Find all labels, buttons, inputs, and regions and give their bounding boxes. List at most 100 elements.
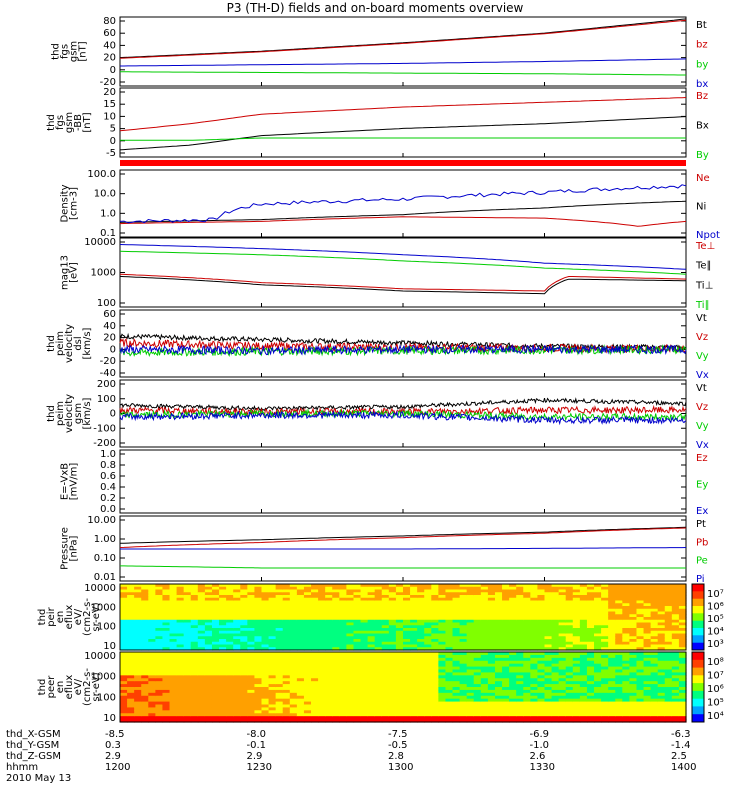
spectrogram-cell [558, 698, 567, 703]
spectrogram-cell [346, 619, 355, 624]
spectrogram-cell [657, 701, 666, 706]
spectrogram-cell [417, 692, 425, 697]
spectrogram-cell [388, 689, 397, 694]
spectrogram-cell [197, 617, 206, 621]
spectrogram-cell [671, 719, 680, 723]
spectrogram-cell [240, 675, 248, 679]
spectrogram-cell [671, 678, 680, 682]
spectrogram-cell [494, 672, 503, 676]
spectrogram-cell [629, 625, 638, 629]
spectrogram-cell [487, 606, 496, 610]
spectrogram-cell [296, 710, 305, 714]
spectrogram-cell [197, 625, 206, 629]
spectrogram-cell [601, 669, 609, 674]
y-tick-label: 1000 [91, 602, 116, 613]
spectrogram-cell [417, 678, 425, 682]
spectrogram-cell [466, 652, 475, 656]
spectrogram-cell [183, 589, 192, 593]
spectrogram-cell [233, 707, 241, 711]
spectrogram-cell [403, 647, 411, 651]
y-axis-label: thd [37, 679, 48, 696]
spectrogram-cell [565, 692, 574, 697]
spectrogram-cell [445, 644, 454, 648]
spectrogram-cell [424, 614, 432, 618]
spectrogram-cell [509, 669, 517, 674]
spectrogram-cell [183, 678, 192, 682]
spectrogram-cell [643, 663, 652, 668]
spectrogram-cell [268, 597, 277, 602]
spectrogram-cell [197, 666, 206, 671]
spectrogram-cell [431, 681, 439, 685]
spectrogram-cell [530, 654, 539, 659]
spectrogram-cell [247, 707, 256, 711]
spectrogram-cell [204, 630, 213, 635]
spectrogram-cell [211, 584, 220, 588]
spectrogram-cell [452, 701, 461, 706]
spectrogram-cell [417, 622, 425, 626]
spectrogram-cell [523, 654, 531, 659]
spectrogram-cell [141, 586, 149, 591]
y-axis-label: eflux [64, 605, 75, 630]
spectrogram-cell [622, 597, 630, 602]
spectrogram-cell [141, 684, 149, 688]
panel-frame [119, 87, 687, 158]
spectrogram-cell [226, 654, 234, 659]
spectrogram-cell [403, 614, 411, 618]
spectrogram-cell [247, 636, 256, 640]
spectrogram-cell [523, 672, 531, 676]
spectrogram-cell [395, 689, 404, 694]
spectrogram-cell [572, 595, 581, 599]
spectrogram-cell [523, 707, 531, 711]
spectrogram-cell [303, 710, 312, 714]
spectrogram-cell [608, 617, 616, 621]
spectrogram-cell [367, 716, 376, 720]
spectrogram-cell [410, 628, 418, 632]
spectrogram-cell [169, 692, 178, 697]
spectrogram-cell [671, 617, 680, 621]
spectrogram-cell [466, 704, 475, 709]
spectrogram-cell [268, 606, 277, 610]
spectrogram-cell [134, 628, 142, 632]
spectrogram-cell [219, 617, 227, 621]
spectrogram-cell [579, 684, 588, 688]
spectrogram-cell [473, 644, 482, 648]
spectrogram-cell [254, 636, 263, 640]
spectrogram-cell [162, 660, 171, 665]
spectrogram-cell [643, 630, 652, 635]
spectrogram-cell [282, 647, 291, 651]
spectrogram-cell [148, 669, 156, 674]
legend-entry: Ti∥ [695, 300, 710, 311]
spectrogram-cell [325, 630, 333, 635]
spectrogram-cell [487, 666, 496, 671]
spectrogram-cell [615, 716, 623, 720]
spectrogram-cell [537, 589, 546, 593]
x-axis-value: 2.8 [388, 751, 404, 762]
spectrogram-cell [417, 584, 425, 588]
spectrogram-cell [636, 633, 645, 637]
spectrogram-cell [162, 704, 171, 709]
spectrogram-cell [403, 695, 411, 700]
spectrogram-cell [162, 687, 171, 691]
spectrogram-cell [678, 614, 687, 618]
spectrogram-cell [523, 684, 531, 688]
spectrogram-cell [487, 600, 496, 604]
spectrogram-cell [134, 669, 142, 674]
spectrogram-cell [480, 713, 489, 717]
spectrogram-cell [410, 611, 418, 615]
spectrogram-cell [127, 614, 135, 618]
spectrogram-cell [332, 636, 340, 640]
spectrogram-cell [438, 600, 447, 604]
spectrogram-cell [664, 636, 673, 640]
series-line [119, 397, 687, 412]
spectrogram-cell [303, 592, 312, 596]
spectrogram-cell [459, 636, 468, 640]
spectrogram-cell [537, 704, 546, 709]
spectrogram-cell [148, 619, 156, 624]
spectrogram-cell [459, 611, 468, 615]
spectrogram-cell [303, 681, 312, 685]
spectrogram-cell [197, 675, 206, 679]
spectrogram-cell [339, 606, 347, 610]
spectrogram-cell [509, 622, 517, 626]
spectrogram-cell [438, 619, 447, 624]
spectrogram-cell [240, 633, 248, 637]
